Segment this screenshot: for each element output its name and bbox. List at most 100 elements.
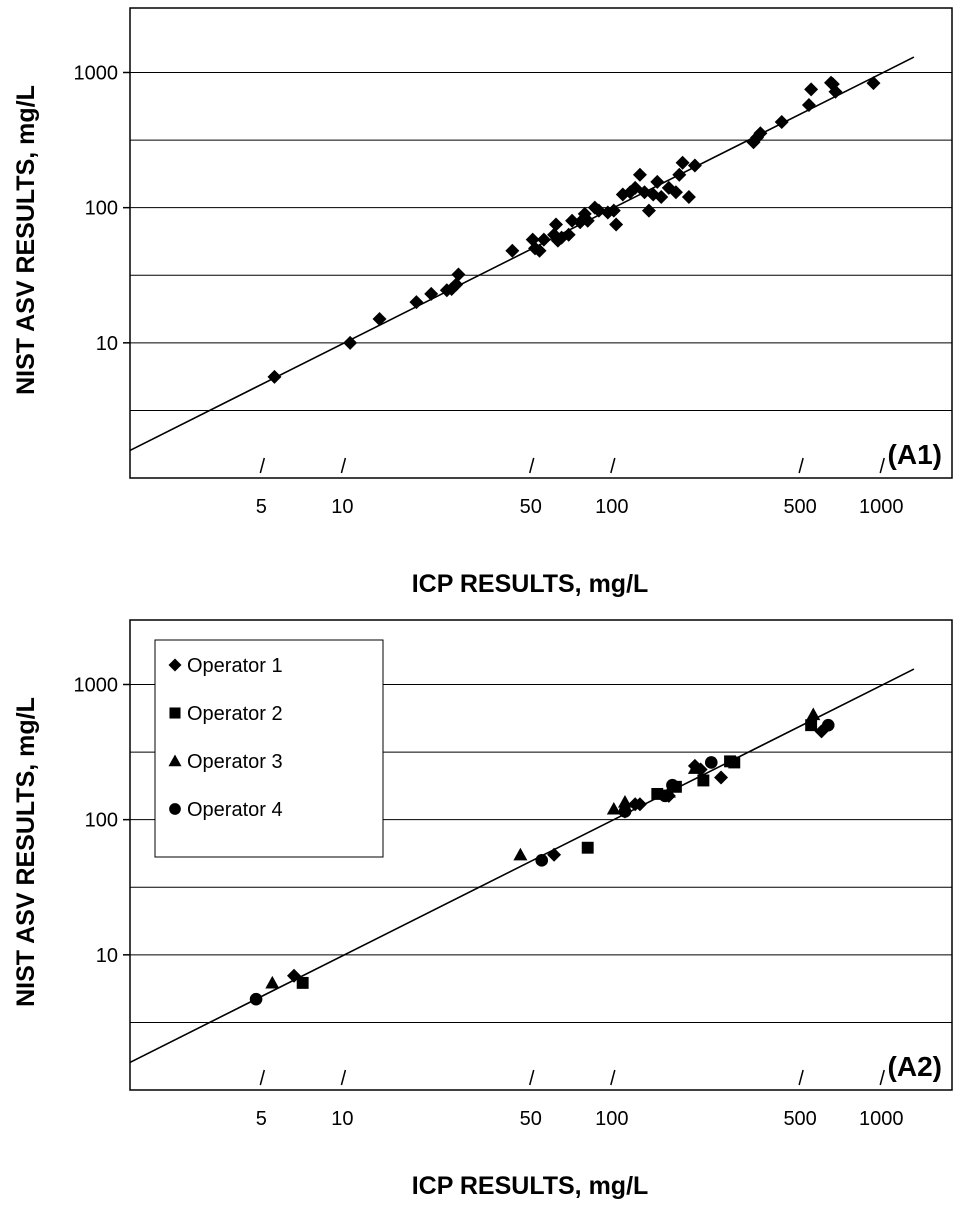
plot-area-border [129,619,953,1091]
y-axis-title: NIST ASV RESULTS, mg/L [12,85,40,395]
data-point-diamond [675,155,690,170]
data-point-square [697,774,710,787]
x-tick [798,1069,804,1086]
data-point-triangle [513,847,528,861]
data-point-diamond [451,267,466,282]
legend-marker-circle [169,803,181,815]
data-point-diamond [632,797,647,812]
x-tick-label: 1000 [859,496,904,518]
data-point-diamond [409,295,424,310]
y-axis: 10 100 1000 [74,62,130,355]
x-tick [610,1069,616,1086]
data-point-diamond [536,232,551,247]
data-point-square [651,787,664,800]
data-point-triangle [687,761,702,774]
x-tick-label: 50 [520,496,542,518]
plot-area-border [129,7,953,479]
x-tick-label: 1000 [859,1108,904,1130]
y-tick-label: 10 [96,945,118,967]
x-tick [879,457,885,474]
y-axis: 10 100 1000 [74,674,130,967]
panel-label: (A2) [888,1051,942,1082]
data-point-diamond [547,847,562,862]
y-tick-label: 1000 [74,674,119,696]
data-point-circle [821,718,835,732]
x-tick [259,1069,266,1086]
data-point-triangle [806,707,821,721]
legend-label: Operator 4 [187,799,283,821]
data-point-diamond [632,167,647,182]
x-axis: 5 10 50 100 500 1000 [256,457,904,518]
data-point-diamond [609,217,624,232]
data-point-diamond [449,277,464,292]
data-point-diamond [532,243,547,258]
x-tick [340,1069,347,1086]
data-point-diamond [668,185,683,200]
data-point-diamond [505,243,520,258]
x-axis: 5 10 50 100 500 1000 [256,1069,904,1130]
data-point-diamond [828,84,843,99]
data-point-circle [666,778,679,792]
x-tick-label: 100 [595,1108,628,1130]
data-point-diamond [774,115,789,130]
data-point-diamond [641,203,656,218]
x-tick-label: 50 [520,1108,542,1130]
data-point-diamond [681,189,696,204]
legend: Operator 1 Operator 2 Operator 3 Operator 4 [154,639,384,858]
y-tick-label: 10 [96,333,118,355]
data-point-diamond [654,189,669,204]
data-point-triangle [265,975,280,989]
x-tick-label: 500 [783,1108,816,1130]
data-point-triangle [606,801,621,815]
x-tick-label: 10 [331,1108,353,1130]
legend-label: Operator 3 [187,751,283,773]
data-point-circle [535,854,549,867]
x-tick-label: 100 [595,496,628,518]
data-point-diamond [801,97,816,112]
legend-marker-diamond [168,658,182,672]
reference-line [129,56,915,452]
data-point-square [728,756,741,769]
legend-marker-triangle [168,754,182,767]
data-point-diamond [591,203,606,218]
data-point-circle [618,805,632,818]
x-tick [528,1069,535,1086]
data-points [267,75,881,384]
data-point-diamond [714,770,729,785]
legend-box [154,639,384,858]
data-point-diamond [687,158,702,173]
data-point-diamond [804,82,819,97]
legend-label: Operator 1 [187,655,283,677]
x-tick-label: 5 [256,1108,267,1130]
x-tick [259,457,266,474]
data-point-diamond [561,227,576,242]
data-point-square [581,841,594,854]
y-tick-label: 100 [85,810,118,832]
data-point-square [296,976,309,989]
y-gridlines [130,71,952,411]
data-point-diamond [606,203,621,218]
x-tick-label: 10 [331,496,353,518]
x-axis-title: ICP RESULTS, mg/L [412,570,649,598]
data-point-diamond [866,76,881,91]
data-point-circle [704,756,718,769]
data-point-triangle [617,795,632,808]
data-point-diamond [548,217,563,232]
data-point-diamond [267,369,282,384]
x-tick-label: 500 [783,496,816,518]
x-tick [879,1069,885,1086]
chart-panel-a1: 5 10 50 100 500 1000 10 100 1000 (A1) ICP RESUL… [12,7,953,598]
reference-line-group [129,56,915,452]
legend-label: Operator 2 [187,703,283,725]
data-point-diamond [580,213,595,228]
x-tick [798,457,804,474]
legend-marker-square [169,707,181,719]
data-point-diamond [650,174,665,189]
data-points [249,707,835,1006]
data-point-square [805,719,818,732]
data-point-diamond [753,126,768,141]
x-axis-title: ICP RESULTS, mg/L [412,1172,649,1200]
y-tick-label: 100 [85,198,118,220]
